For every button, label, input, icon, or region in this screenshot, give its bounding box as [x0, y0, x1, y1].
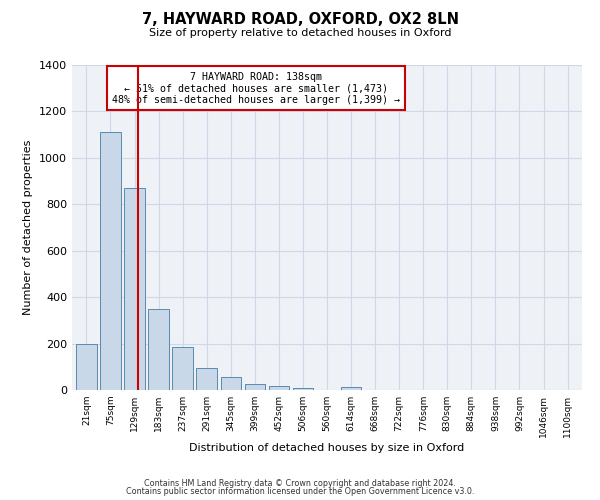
- Text: Contains HM Land Registry data © Crown copyright and database right 2024.: Contains HM Land Registry data © Crown c…: [144, 478, 456, 488]
- Text: 7 HAYWARD ROAD: 138sqm
← 51% of detached houses are smaller (1,473)
48% of semi-: 7 HAYWARD ROAD: 138sqm ← 51% of detached…: [112, 72, 400, 104]
- Bar: [172, 347, 193, 390]
- Bar: [148, 308, 169, 390]
- Y-axis label: Number of detached properties: Number of detached properties: [23, 140, 34, 315]
- Bar: [245, 384, 265, 390]
- Text: 7, HAYWARD ROAD, OXFORD, OX2 8LN: 7, HAYWARD ROAD, OXFORD, OX2 8LN: [142, 12, 458, 28]
- Bar: [124, 188, 145, 390]
- Text: Contains public sector information licensed under the Open Government Licence v3: Contains public sector information licen…: [126, 487, 474, 496]
- Bar: [293, 388, 313, 390]
- Bar: [341, 387, 361, 390]
- X-axis label: Distribution of detached houses by size in Oxford: Distribution of detached houses by size …: [190, 442, 464, 452]
- Bar: [76, 344, 97, 390]
- Bar: [100, 132, 121, 390]
- Bar: [196, 368, 217, 390]
- Text: Size of property relative to detached houses in Oxford: Size of property relative to detached ho…: [149, 28, 451, 38]
- Bar: [269, 386, 289, 390]
- Bar: [221, 377, 241, 390]
